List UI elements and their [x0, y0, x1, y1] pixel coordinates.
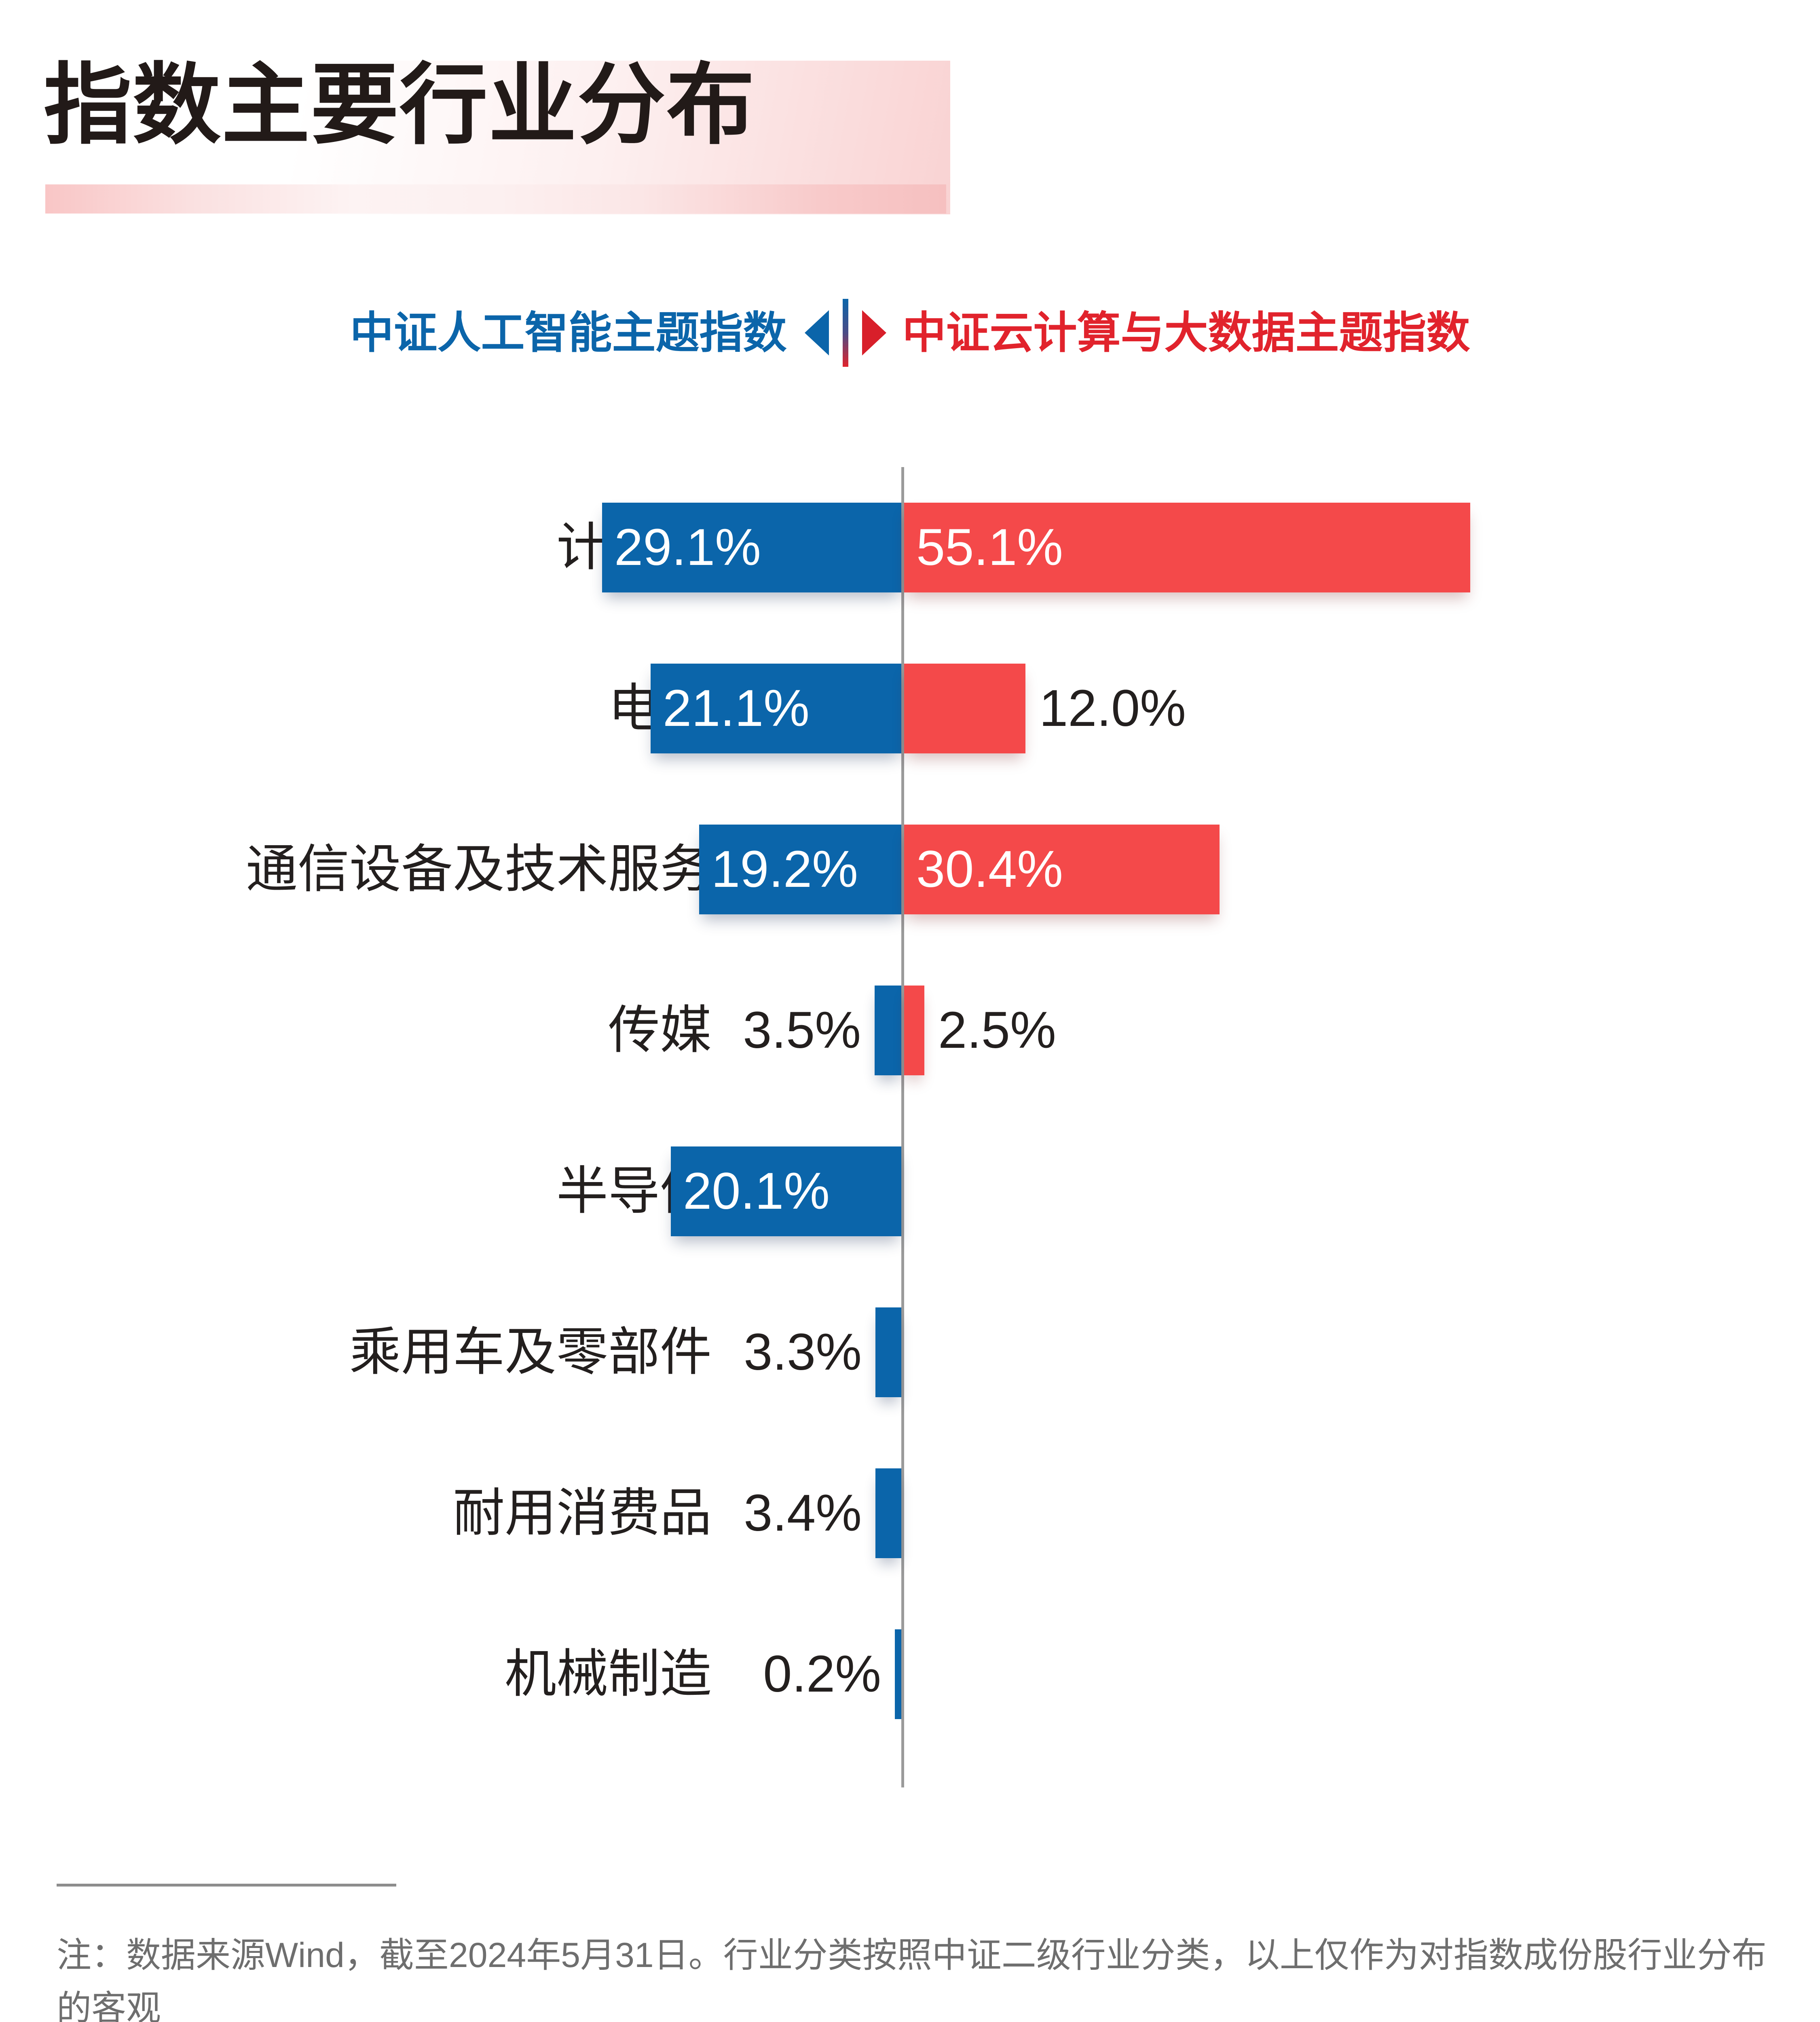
- bar-value-label: 20.1%: [683, 1162, 830, 1220]
- footnote-line-1: 注：数据来源Wind，截至2024年5月31日。行业分类按照中证二级行业分类，以…: [57, 1936, 1767, 2022]
- chart-legend: 中证人工智能主题指数 中证云计算与大数据主题指数: [0, 298, 1820, 367]
- bar-left-ai-index[interactable]: 19.2%: [699, 825, 901, 914]
- chart-row: 乘用车及零部件 3.3%: [0, 1272, 1820, 1433]
- bar-value-label: 21.1%: [663, 679, 810, 737]
- bar-value-label: 12.0%: [1039, 679, 1186, 737]
- diverging-bar-chart: 计算机29.1%55.1%电子21.1%12.0%通信设备及技术服务19.2%3…: [0, 467, 1820, 1787]
- bar-left-ai-index[interactable]: 29.1%: [602, 503, 901, 592]
- bar-right-cloud-index[interactable]: [904, 664, 1025, 753]
- bar-left-ai-index[interactable]: 21.1%: [651, 664, 901, 753]
- bar-value-label: 55.1%: [916, 518, 1063, 576]
- bar-value-label: 3.3%: [744, 1323, 862, 1381]
- chart-row: 通信设备及技术服务 19.2% 30.4%: [0, 789, 1820, 950]
- triangle-right-icon: [862, 310, 886, 355]
- bar-left-ai-index[interactable]: [895, 1629, 901, 1719]
- category-label: 传媒: [608, 1001, 712, 1059]
- footnote-divider: [57, 1884, 396, 1887]
- bar-left-ai-index[interactable]: 20.1%: [671, 1146, 901, 1236]
- bar-right-cloud-index[interactable]: 55.1%: [904, 503, 1470, 592]
- bar-value-label: 2.5%: [938, 1001, 1056, 1059]
- chart-row: 电子21.1%12.0%: [0, 628, 1820, 789]
- category-label: 耐用消费品: [452, 1484, 712, 1542]
- category-label: 机械制造: [504, 1645, 712, 1703]
- center-axis-line: [901, 467, 904, 1787]
- title-underline-bar: [45, 184, 946, 214]
- chart-row: 计算机29.1%55.1%: [0, 467, 1820, 628]
- category-label: 通信设备及技术服务: [245, 840, 712, 898]
- bar-value-label: 0.2%: [763, 1645, 881, 1703]
- bar-right-cloud-index[interactable]: 30.4%: [904, 825, 1220, 914]
- bar-value-label: 3.5%: [743, 1001, 861, 1059]
- bar-left-ai-index[interactable]: [875, 986, 901, 1075]
- bar-left-ai-index[interactable]: [875, 1307, 901, 1397]
- page-title: 指数主要行业分布: [44, 56, 755, 154]
- legend-divider-icon: [842, 299, 848, 367]
- bar-value-label: 30.4%: [916, 840, 1063, 898]
- footnote: 注：数据来源Wind，截至2024年5月31日。行业分类按照中证二级行业分类，以…: [57, 1929, 1767, 2022]
- bar-value-label: 19.2%: [711, 840, 858, 898]
- bar-right-cloud-index[interactable]: [904, 986, 924, 1075]
- chart-row: 机械制造 0.2%: [0, 1594, 1820, 1755]
- bar-value-label: 3.4%: [744, 1484, 862, 1542]
- category-label: 乘用车及零部件: [349, 1323, 712, 1381]
- bar-left-ai-index[interactable]: [875, 1468, 901, 1558]
- bar-value-label: 29.1%: [614, 518, 761, 576]
- chart-row: 耐用消费品 3.4%: [0, 1433, 1820, 1594]
- chart-row: 传媒 3.5% 2.5%: [0, 950, 1820, 1111]
- legend-item-ai-index[interactable]: 中证人工智能主题指数: [350, 308, 787, 357]
- title-block: 指数主要行业分布: [0, 0, 1820, 226]
- chart-row: 半导体 20.1%: [0, 1111, 1820, 1272]
- legend-item-cloud-bigdata-index[interactable]: 中证云计算与大数据主题指数: [902, 308, 1470, 357]
- triangle-left-icon: [804, 310, 829, 355]
